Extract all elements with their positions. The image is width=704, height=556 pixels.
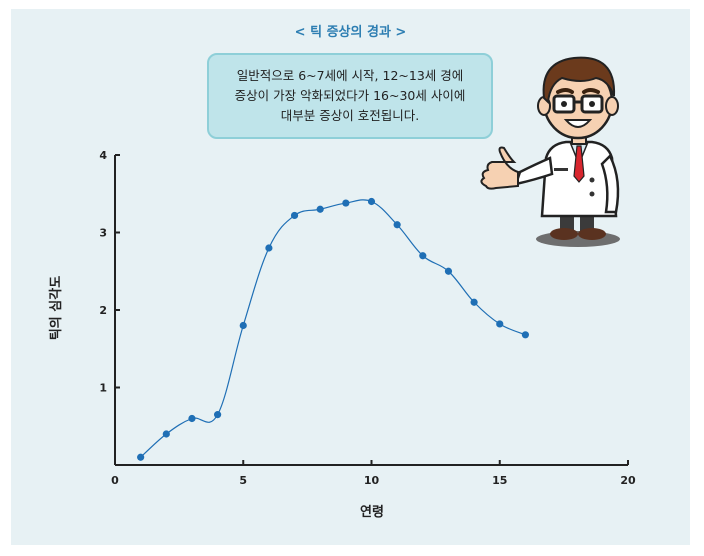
bubble-line-3: 대부분 증상이 호전됩니다. xyxy=(280,108,420,123)
doctor-pointing-icon xyxy=(480,56,620,247)
chart-title: < 틱 증상의 경과 > xyxy=(294,25,407,40)
series-line xyxy=(140,199,526,458)
data-point xyxy=(214,411,222,419)
data-point xyxy=(239,321,247,330)
bubble-line-1: 일반적으로 6~7세에 시작, 12~13세 경에 xyxy=(236,68,464,83)
y-tick-label: 3 xyxy=(99,227,107,240)
x-tick-label: 15 xyxy=(492,474,507,487)
data-point xyxy=(342,199,350,207)
y-axis-label: 틱의 심각도 xyxy=(48,276,64,340)
data-point xyxy=(496,320,504,328)
data-point xyxy=(162,430,170,438)
data-point xyxy=(290,211,299,220)
y-tick-label: 4 xyxy=(99,149,107,162)
data-point xyxy=(444,267,453,275)
chart-ticks: 0 5 10 15 20 1 2 3 4 xyxy=(99,149,636,487)
series-points xyxy=(137,197,530,461)
y-tick-label: 2 xyxy=(99,304,107,317)
data-point xyxy=(316,205,324,213)
bubble-line-2: 증상이 가장 악화되었다가 16~30세 사이에 xyxy=(234,88,466,103)
speech-bubble: 일반적으로 6~7세에 시작, 12~13세 경에 증상이 가장 악화되었다가 … xyxy=(207,53,493,139)
data-point xyxy=(419,252,427,260)
y-tick-label: 1 xyxy=(99,382,107,395)
x-tick-label: 10 xyxy=(364,474,380,487)
data-point xyxy=(521,331,530,339)
x-axis-label: 연령 xyxy=(360,505,384,520)
data-point xyxy=(137,453,145,461)
data-point xyxy=(470,298,478,306)
data-point xyxy=(188,414,196,423)
x-tick-label: 5 xyxy=(239,474,247,487)
data-point xyxy=(265,244,273,252)
x-tick-label: 20 xyxy=(620,474,636,487)
data-point xyxy=(367,197,376,206)
x-tick-label: 0 xyxy=(111,474,119,487)
data-point xyxy=(393,221,401,229)
